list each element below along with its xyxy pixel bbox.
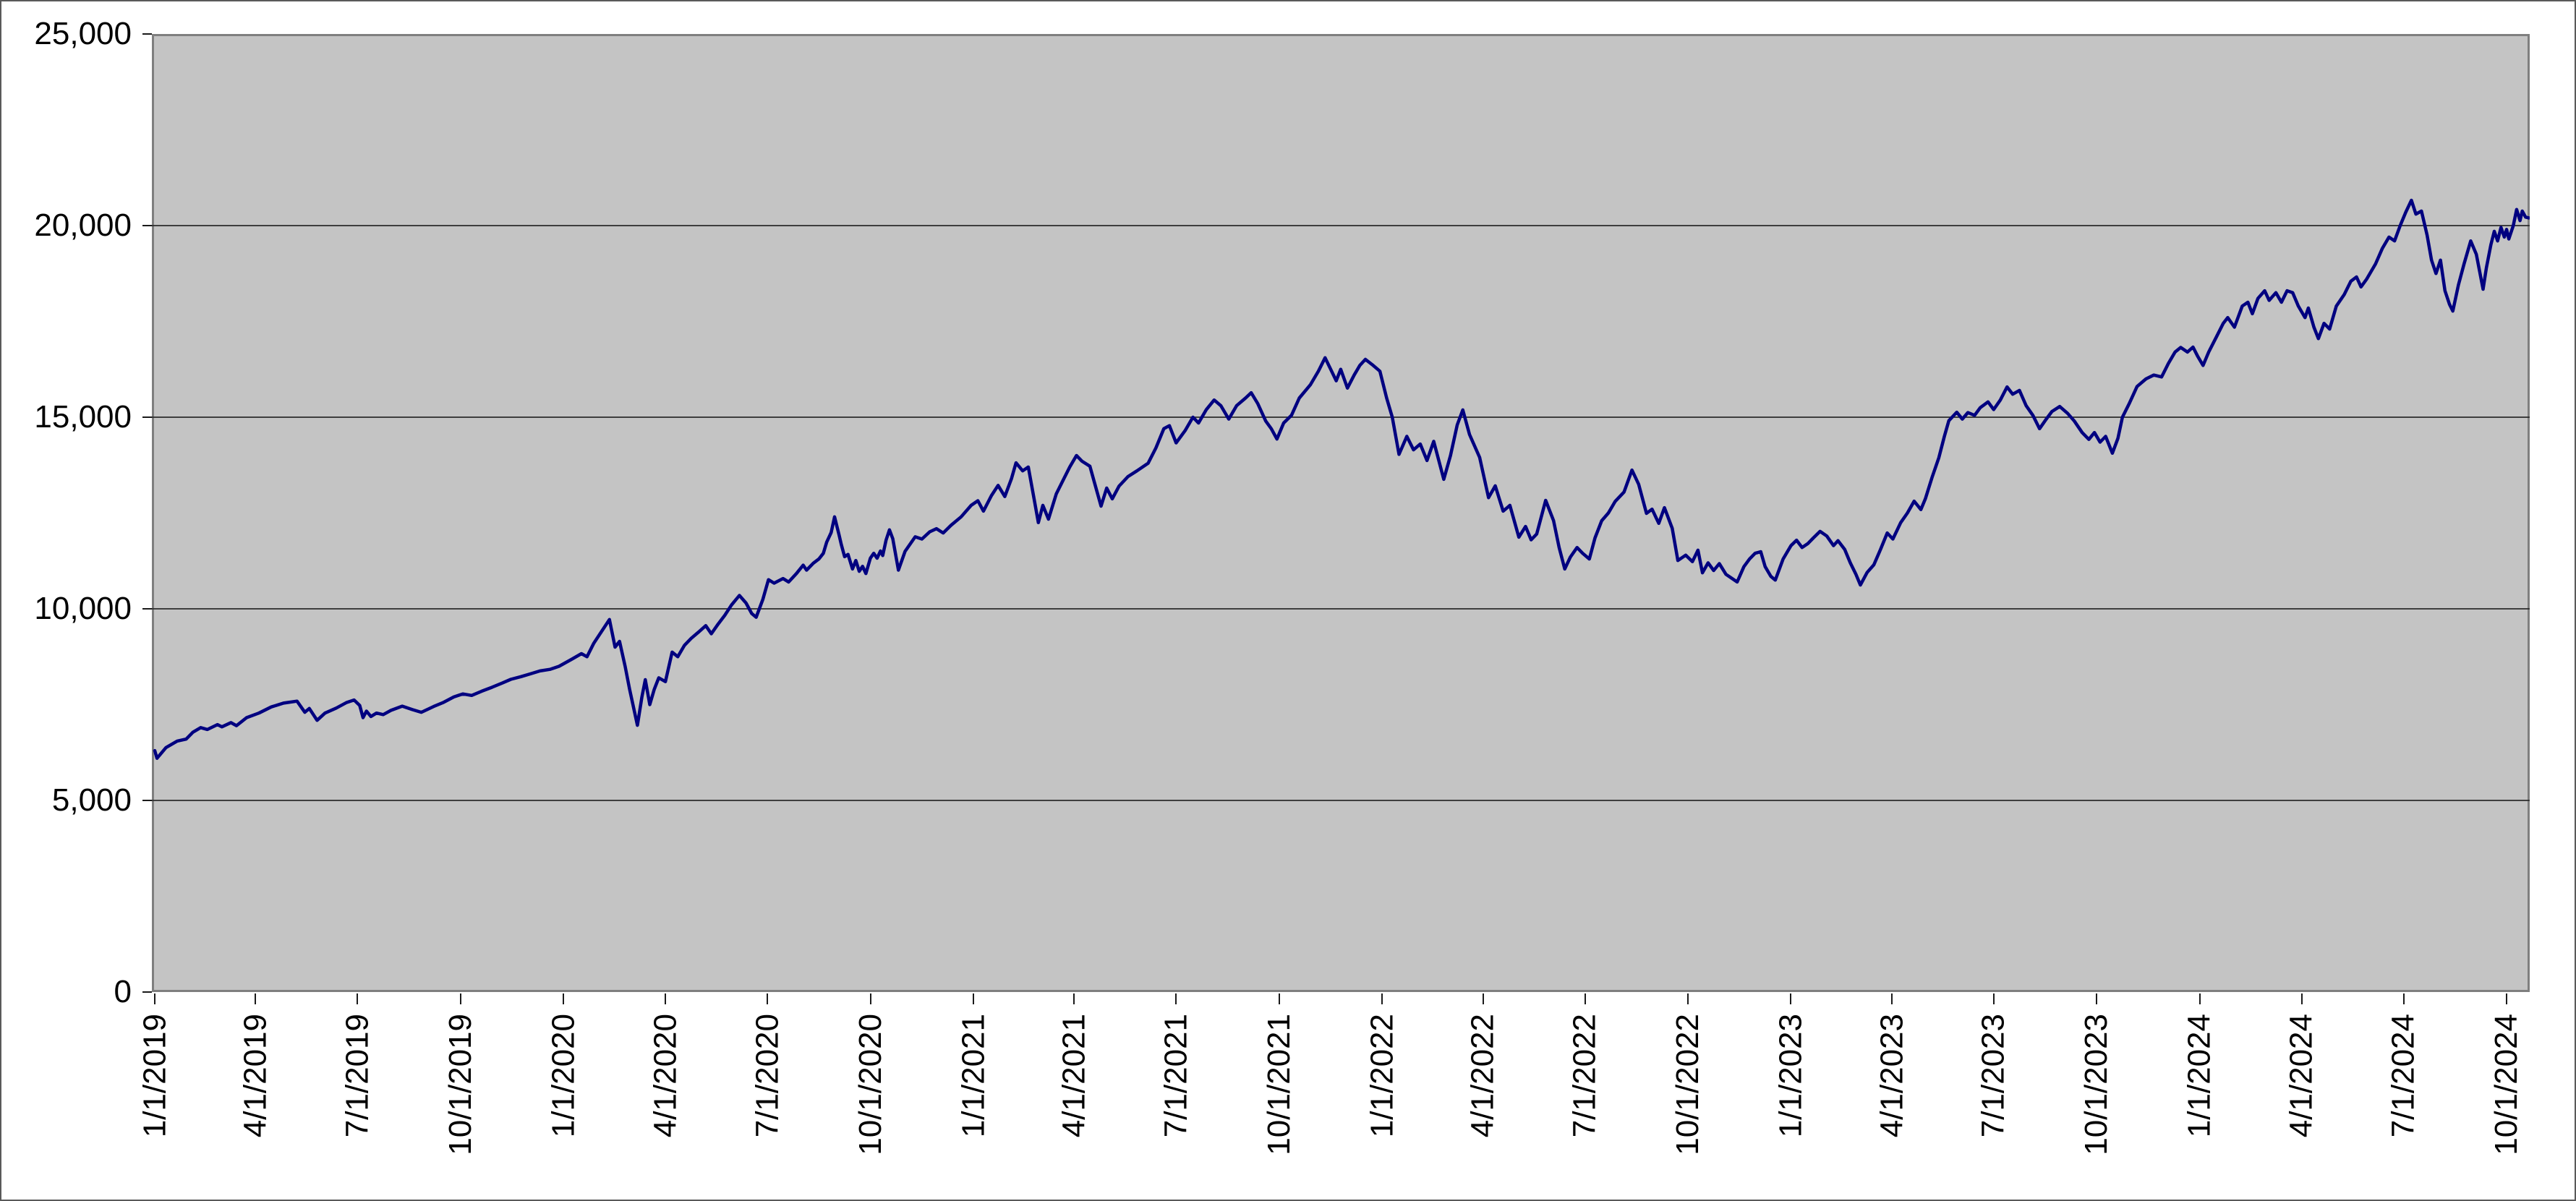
- x-axis-tick: [2300, 993, 2303, 1004]
- x-axis-tick: [1073, 993, 1075, 1004]
- y-axis-label: 10,000: [34, 591, 132, 626]
- y-axis-label: 25,000: [34, 16, 132, 51]
- x-axis-label-text: 10/1/2021: [1261, 1014, 1297, 1155]
- x-axis-label-text: 7/1/2019: [339, 1014, 375, 1138]
- y-axis-tick: [142, 800, 152, 801]
- x-axis-tick: [2506, 993, 2507, 1004]
- x-axis-tick: [2096, 993, 2098, 1004]
- x-axis-tick: [1278, 993, 1280, 1004]
- x-axis-label-text: 4/1/2021: [1056, 1014, 1092, 1138]
- plot-area: [152, 34, 2530, 992]
- x-axis-label-text: 7/1/2023: [1975, 1014, 2011, 1138]
- x-axis-label-text: 1/1/2021: [955, 1014, 991, 1138]
- x-axis-label-text: 7/1/2024: [2385, 1014, 2421, 1138]
- x-axis-tick: [1686, 993, 1689, 1004]
- x-axis-tick: [1584, 993, 1586, 1004]
- plot-background: [152, 34, 2530, 992]
- x-axis-tick: [1890, 993, 1893, 1004]
- x-axis-tick: [767, 993, 769, 1004]
- y-axis-label: 5,000: [51, 782, 132, 818]
- x-axis-label-text: 4/1/2024: [2283, 1014, 2319, 1138]
- x-axis-tick: [1175, 993, 1177, 1004]
- x-axis-label-text: 1/1/2019: [137, 1014, 172, 1138]
- y-axis-tick: [142, 225, 152, 226]
- x-axis-label-text: 4/1/2019: [237, 1014, 273, 1138]
- y-axis-label: 15,000: [34, 399, 132, 435]
- y-axis-tick: [142, 416, 152, 418]
- x-axis-tick: [665, 993, 667, 1004]
- x-axis-label-text: 1/1/2023: [1773, 1014, 1809, 1138]
- y-axis-label: 20,000: [34, 208, 132, 243]
- y-axis-label: 0: [114, 974, 132, 1009]
- y-axis-tick: [142, 991, 152, 993]
- x-axis-tick: [2402, 993, 2405, 1004]
- x-axis-label-text: 7/1/2022: [1566, 1014, 1603, 1138]
- x-axis-tick: [255, 993, 257, 1004]
- x-axis-tick: [973, 993, 974, 1004]
- x-axis-tick: [2198, 993, 2201, 1004]
- x-axis-label-text: 1/1/2024: [2181, 1014, 2217, 1138]
- x-axis-label-text: 10/1/2019: [442, 1014, 478, 1155]
- x-axis-label-text: 1/1/2020: [545, 1014, 581, 1138]
- x-axis-label-text: 10/1/2020: [852, 1014, 888, 1155]
- x-axis-label-text: 10/1/2023: [2078, 1014, 2115, 1155]
- y-axis-tick: [142, 33, 152, 35]
- x-axis-tick: [357, 993, 359, 1004]
- x-axis-label-text: 7/1/2020: [749, 1014, 785, 1138]
- x-axis-label-text: 4/1/2023: [1873, 1014, 1909, 1138]
- y-axis-tick: [142, 608, 152, 610]
- x-axis-tick: [869, 993, 871, 1004]
- x-axis-label-text: 4/1/2022: [1464, 1014, 1501, 1138]
- x-axis-tick: [1381, 993, 1383, 1004]
- x-axis-label-text: 7/1/2021: [1158, 1014, 1194, 1138]
- x-axis-tick: [1482, 993, 1484, 1004]
- series-line: [153, 198, 2530, 760]
- x-axis-tick: [1790, 993, 1792, 1004]
- x-axis-tick: [459, 993, 461, 1004]
- x-axis-tick: [563, 993, 565, 1004]
- x-axis-tick: [1992, 993, 1995, 1004]
- x-axis-label-text: 1/1/2022: [1364, 1014, 1400, 1138]
- x-axis-label-text: 10/1/2024: [2488, 1014, 2524, 1155]
- x-axis-tick: [154, 993, 155, 1004]
- x-axis-label-text: 10/1/2022: [1669, 1014, 1705, 1155]
- x-axis-label-text: 4/1/2020: [647, 1014, 683, 1138]
